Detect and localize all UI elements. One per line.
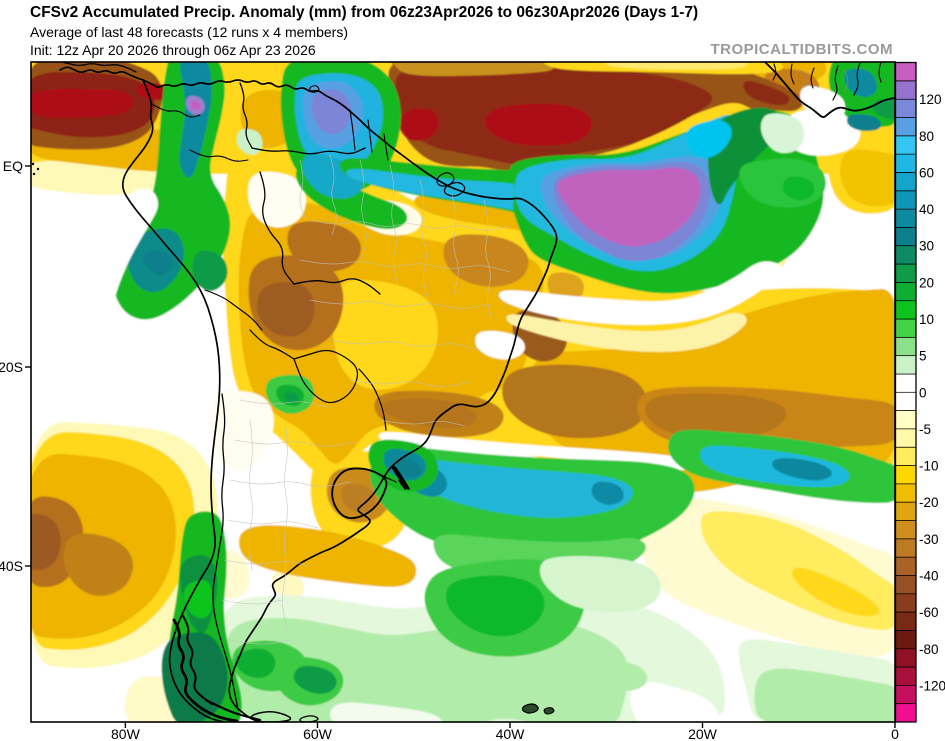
svg-text:0: 0 — [891, 726, 899, 741]
svg-text:40S: 40S — [0, 558, 23, 574]
svg-text:20S: 20S — [0, 359, 23, 375]
svg-text:20: 20 — [919, 275, 934, 290]
svg-text:-40: -40 — [919, 569, 939, 584]
svg-text:10: 10 — [919, 312, 934, 327]
svg-text:40W: 40W — [496, 726, 526, 741]
svg-text:-5: -5 — [919, 422, 931, 437]
svg-text:40: 40 — [919, 202, 934, 217]
svg-text:-80: -80 — [919, 642, 939, 657]
svg-text:0: 0 — [919, 385, 927, 400]
svg-text:EQ: EQ — [3, 158, 23, 174]
svg-text:-20: -20 — [919, 495, 939, 510]
svg-text:60: 60 — [919, 166, 934, 181]
svg-text:-60: -60 — [919, 605, 939, 620]
svg-text:20W: 20W — [688, 726, 718, 741]
svg-text:120: 120 — [919, 92, 942, 107]
svg-text:30: 30 — [919, 239, 934, 254]
svg-text:-10: -10 — [919, 459, 939, 474]
svg-text:80: 80 — [919, 129, 934, 144]
svg-text:80W: 80W — [111, 726, 141, 741]
svg-text:5: 5 — [919, 349, 927, 364]
svg-text:-120: -120 — [919, 678, 945, 693]
svg-text:-30: -30 — [919, 532, 939, 547]
svg-text:60W: 60W — [303, 726, 333, 741]
